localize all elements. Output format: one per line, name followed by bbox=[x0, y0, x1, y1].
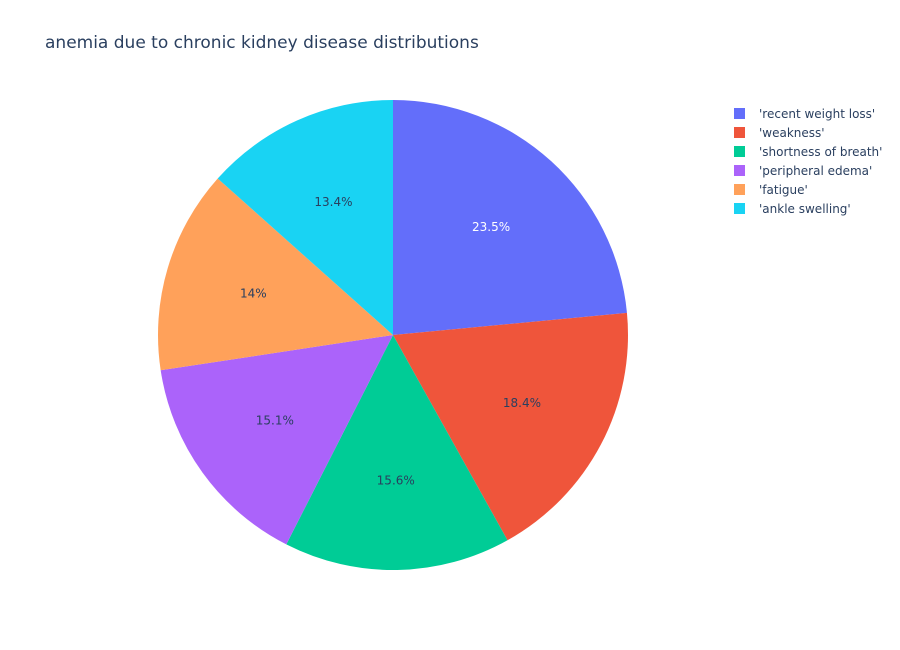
legend-swatch-3 bbox=[734, 165, 745, 176]
pie-slice-2[interactable] bbox=[286, 335, 508, 570]
legend-label-0: 'recent weight loss' bbox=[759, 107, 875, 121]
chart-title: anemia due to chronic kidney disease dis… bbox=[45, 33, 479, 53]
pie-slices bbox=[157, 100, 628, 570]
legend-item-3[interactable]: 'peripheral edema' bbox=[734, 164, 872, 178]
legend-item-0[interactable]: 'recent weight loss' bbox=[734, 107, 875, 121]
pie-slice-5[interactable] bbox=[217, 100, 393, 335]
legend-label-4: 'fatigue' bbox=[759, 183, 808, 197]
legend-label-3: 'peripheral edema' bbox=[759, 164, 872, 178]
pie-slice-0[interactable] bbox=[393, 100, 627, 335]
pie-slice-label-5: 13.4% bbox=[314, 195, 352, 209]
legend-swatch-2 bbox=[734, 146, 745, 157]
legend: 'recent weight loss' 'weakness' 'shortness… bbox=[734, 107, 882, 216]
pie-slice-label-3: 15.1% bbox=[256, 413, 294, 427]
pie-slice-label-0: 23.5% bbox=[472, 220, 510, 234]
legend-swatch-0 bbox=[734, 108, 745, 119]
legend-swatch-4 bbox=[734, 184, 745, 195]
legend-item-1[interactable]: 'weakness' bbox=[734, 126, 825, 140]
legend-swatch-5 bbox=[734, 203, 745, 214]
legend-item-5[interactable]: 'ankle swelling' bbox=[734, 202, 851, 216]
legend-item-4[interactable]: 'fatigue' bbox=[734, 183, 808, 197]
pie-slice-labels: 23.5% 18.4% 15.6% 15.1% 14% 13.4% bbox=[240, 195, 541, 488]
legend-label-2: 'shortness of breath' bbox=[759, 145, 882, 159]
legend-item-2[interactable]: 'shortness of breath' bbox=[734, 145, 882, 159]
pie-slice-3[interactable] bbox=[160, 335, 393, 545]
legend-label-1: 'weakness' bbox=[759, 126, 825, 140]
legend-label-5: 'ankle swelling' bbox=[759, 202, 851, 216]
pie-slice-label-2: 15.6% bbox=[377, 474, 415, 488]
pie-slice-label-4: 14% bbox=[240, 286, 267, 300]
legend-swatch-1 bbox=[734, 127, 745, 138]
pie-slice-4[interactable] bbox=[157, 178, 393, 371]
pie-slice-1[interactable] bbox=[393, 312, 628, 541]
pie-slice-label-1: 18.4% bbox=[503, 396, 541, 410]
